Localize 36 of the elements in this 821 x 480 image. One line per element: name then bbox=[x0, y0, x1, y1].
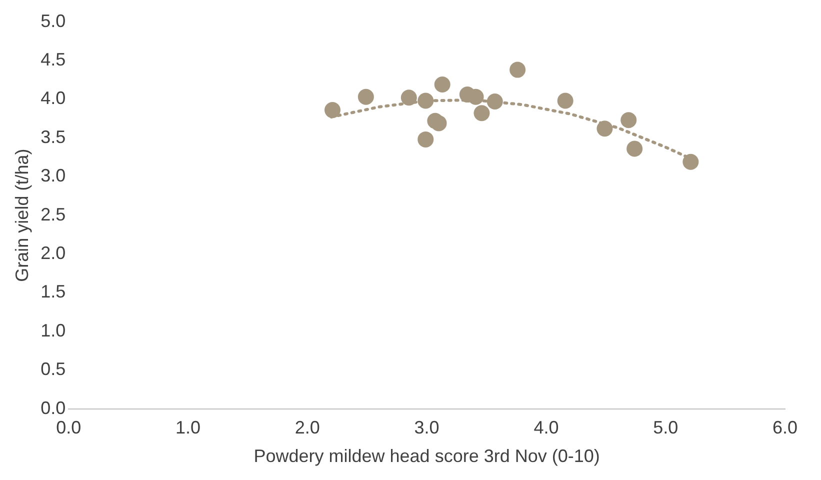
point bbox=[510, 62, 526, 78]
point bbox=[620, 112, 637, 128]
point bbox=[430, 115, 447, 132]
point bbox=[434, 76, 450, 92]
y-tick-label: 4.5 bbox=[40, 49, 66, 70]
y-tick-label: 0.5 bbox=[40, 359, 66, 380]
y-tick-label: 1.0 bbox=[40, 320, 66, 340]
y-tick-label: 2.0 bbox=[40, 242, 66, 263]
point bbox=[474, 105, 490, 122]
point bbox=[596, 120, 613, 137]
y-axis-title: Grain yield (t/ha) bbox=[12, 148, 32, 282]
y-tick-label: 3.0 bbox=[40, 166, 66, 186]
point bbox=[324, 102, 340, 118]
y-tick-label: 1.5 bbox=[40, 282, 66, 302]
point bbox=[418, 131, 434, 148]
x-tick-label: 2.0 bbox=[294, 418, 320, 438]
y-tick-label: 3.5 bbox=[40, 126, 66, 147]
x-axis-title: Powdery mildew head score 3rd Nov (0-10) bbox=[254, 446, 600, 466]
point bbox=[400, 90, 417, 106]
x-tick-label: 3.0 bbox=[414, 418, 440, 438]
point bbox=[682, 154, 699, 170]
point bbox=[358, 88, 374, 105]
x-tick-label: 6.0 bbox=[772, 418, 798, 438]
x-tick-label: 0.0 bbox=[56, 418, 82, 438]
y-tick-label: 5.0 bbox=[40, 10, 66, 31]
x-tick-label: 1.0 bbox=[176, 418, 201, 438]
y-tick-label: 2.5 bbox=[40, 204, 66, 224]
point bbox=[486, 94, 503, 110]
point bbox=[557, 92, 574, 109]
point bbox=[626, 140, 643, 157]
y-tick-label: 4.0 bbox=[40, 88, 66, 108]
x-tick-label: 5.0 bbox=[653, 418, 678, 438]
point bbox=[468, 88, 484, 105]
point bbox=[418, 92, 434, 109]
y-tick-label: 0.0 bbox=[40, 398, 66, 418]
x-tick-label: 4.0 bbox=[534, 418, 559, 438]
